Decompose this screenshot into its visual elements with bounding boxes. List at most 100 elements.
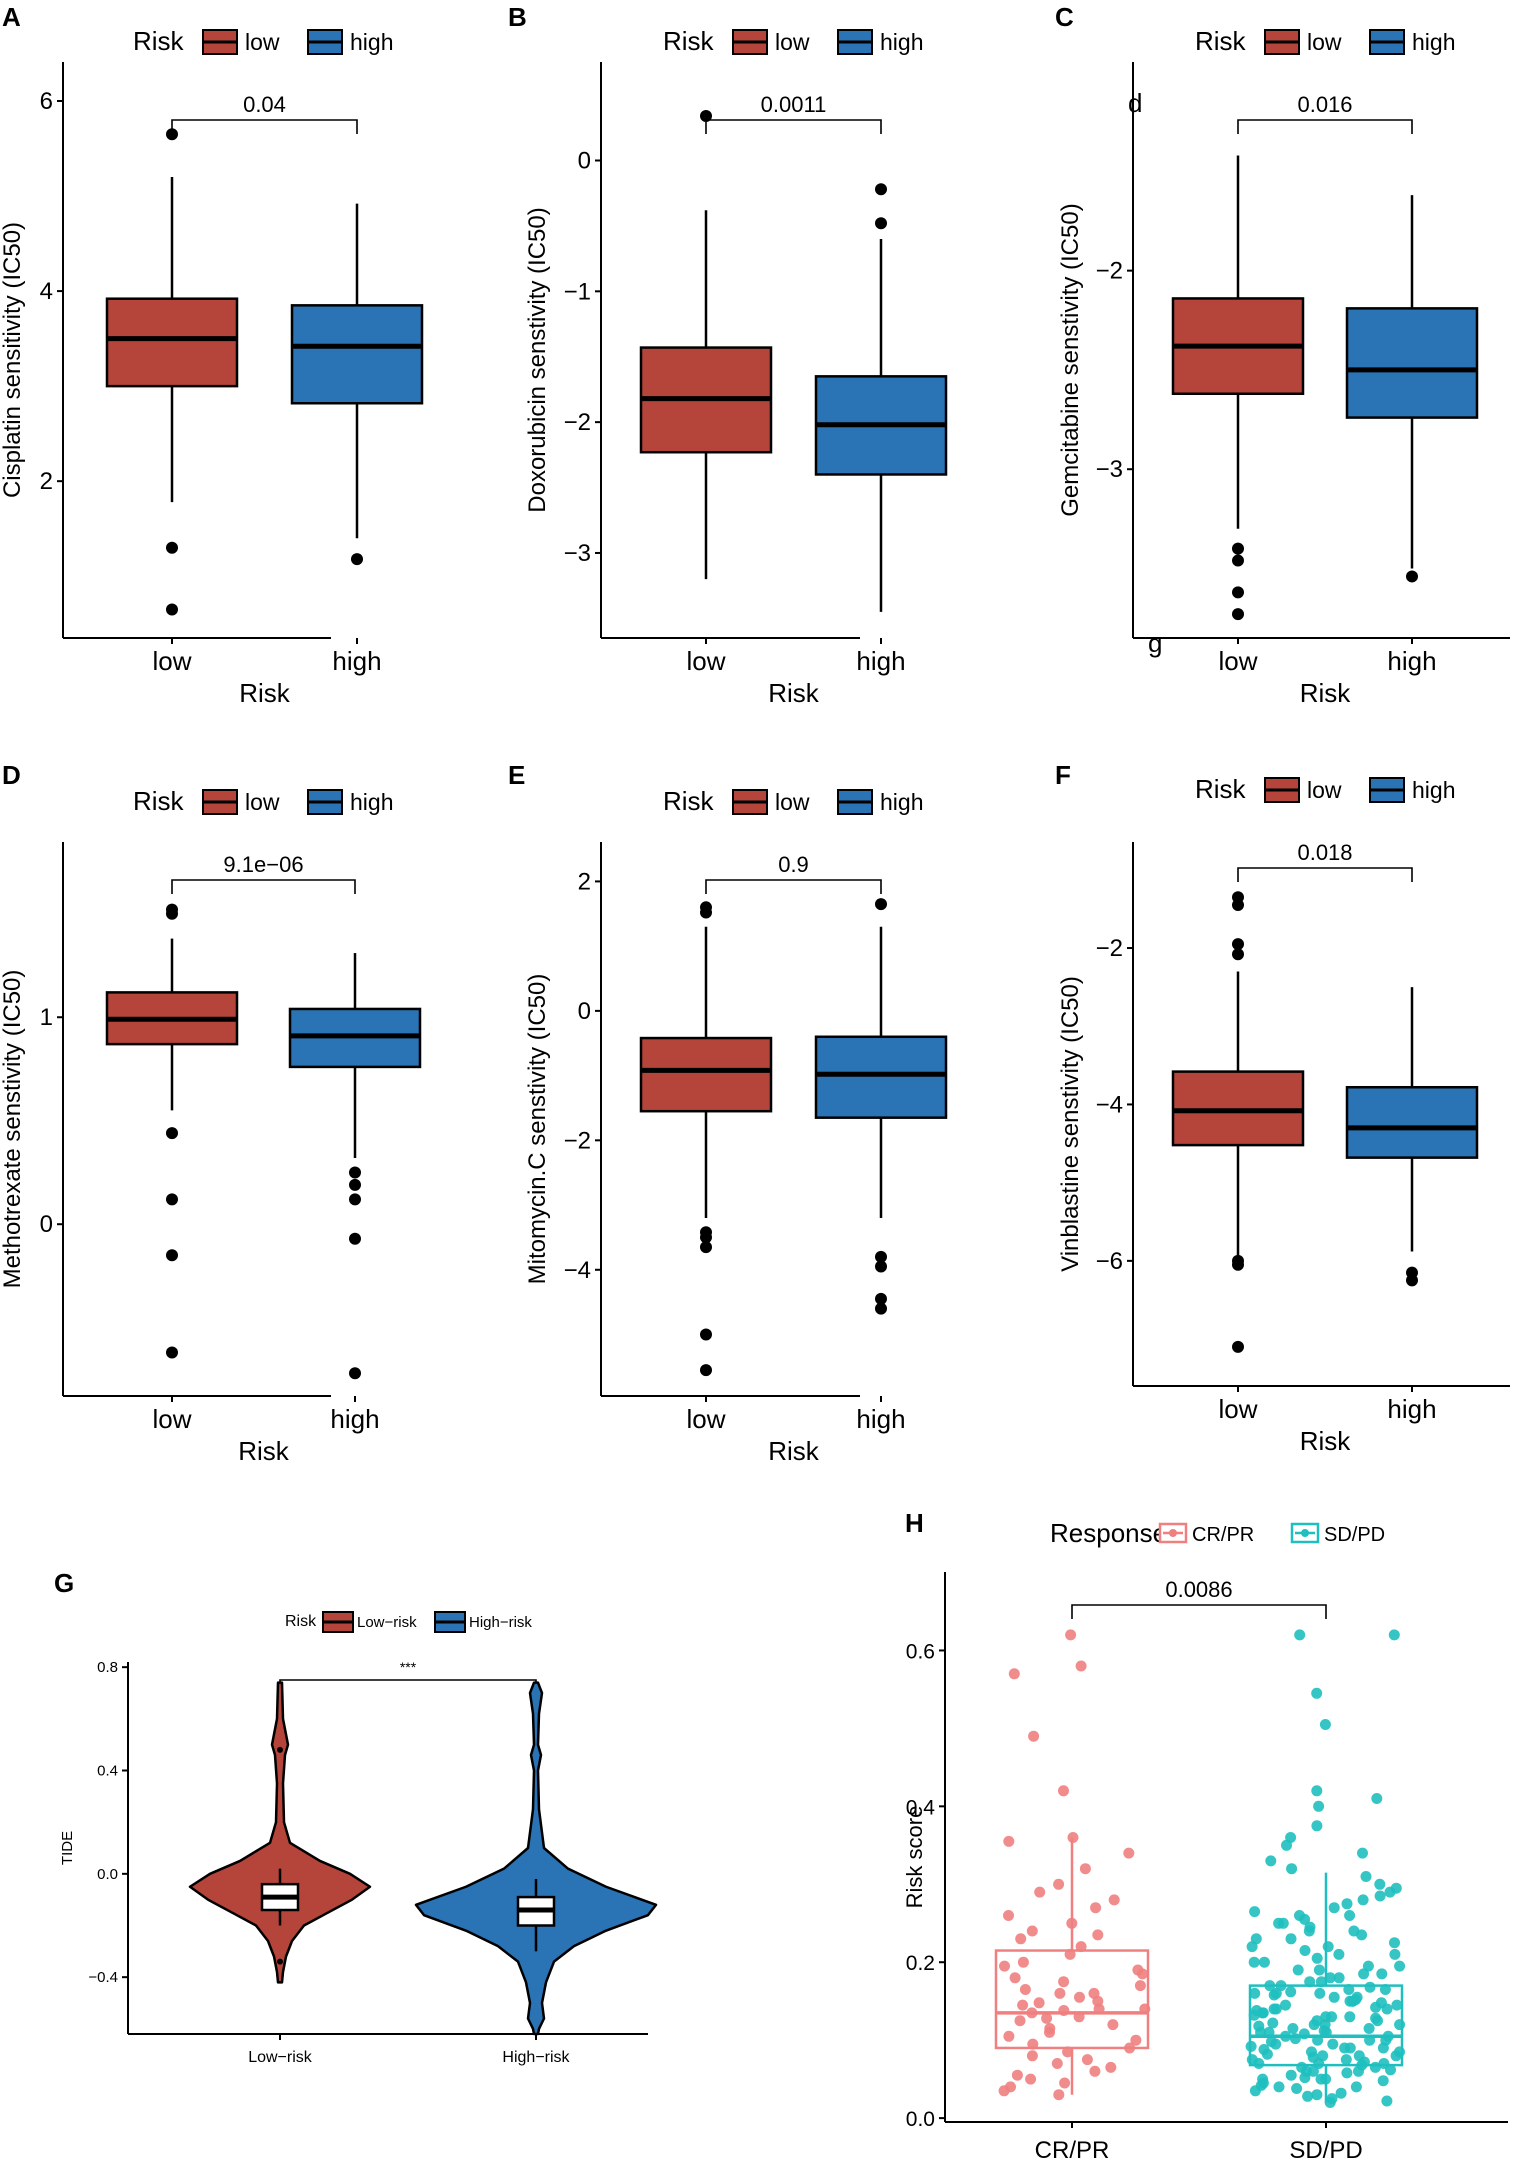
- bracket-line: [705, 119, 882, 134]
- legend-H: Response CR/PR SD/PD: [1050, 1518, 1385, 1548]
- y-tick-label: −2: [1096, 935, 1123, 962]
- y-tick-label: −6: [1096, 1248, 1123, 1275]
- x-tick-label: CR/PR: [1035, 2137, 1110, 2160]
- data-point: [1273, 1917, 1285, 1929]
- legend-E: Risk low high: [663, 786, 923, 816]
- data-point: [1107, 2019, 1119, 2031]
- data-point: [1311, 1820, 1323, 1832]
- data-point: [1014, 2015, 1026, 2027]
- x-axis-label: Risk: [768, 1436, 820, 1466]
- data-point: [1053, 2089, 1065, 2101]
- pvalue-bracket: 9.1e−06: [171, 852, 356, 894]
- data-point: [1285, 1933, 1297, 1945]
- data-point: [1059, 2077, 1071, 2089]
- outlier-point: [1232, 608, 1244, 621]
- data-point: [1302, 2090, 1314, 2102]
- data-point: [1319, 1719, 1331, 1730]
- y-tick-label: 0.0: [906, 2108, 935, 2131]
- outlier-point: [875, 183, 887, 196]
- data-point: [1327, 2038, 1339, 2050]
- data-point: [1362, 1960, 1374, 1972]
- outlier-point: [875, 1250, 887, 1263]
- box-high: [288, 953, 422, 1380]
- box-low: [1171, 155, 1305, 621]
- box-high: [1345, 195, 1479, 583]
- outlier-point: [875, 1292, 887, 1305]
- data-point: [1267, 2017, 1279, 2029]
- y-tick-label: −3: [564, 540, 591, 567]
- y-tick-label: 0.6: [906, 1640, 935, 1663]
- box-high: [814, 898, 948, 1315]
- data-point: [1374, 1878, 1386, 1890]
- data-point: [1341, 1898, 1353, 1910]
- legend-label-low: low: [245, 29, 280, 55]
- data-point: [1344, 1910, 1356, 1921]
- data-point: [998, 2085, 1010, 2097]
- x-tick-label: high: [856, 646, 905, 676]
- outlier-point: [277, 1746, 283, 1753]
- data-point: [1008, 1668, 1020, 1680]
- panel-label: F: [1055, 760, 1071, 790]
- data-point: [1313, 1964, 1325, 1976]
- data-point: [1249, 1987, 1261, 1999]
- legend-label-crpr: CR/PR: [1192, 1524, 1254, 1546]
- y-tick-label: −2: [564, 409, 591, 436]
- legend-A: Risk low high: [133, 26, 393, 56]
- data-point: [1377, 2042, 1389, 2054]
- legend-label-low: Low−risk: [357, 1614, 417, 1631]
- outlier-point: [166, 1249, 178, 1262]
- axes-H: 0.0 0.2 0.4 0.6 CR/PR SD/PD Risk score H 0.0086: [902, 1508, 1508, 2160]
- data-point: [1340, 2054, 1352, 2066]
- outlier-point: [700, 1231, 712, 1244]
- data-point: [1389, 1948, 1401, 1960]
- legend-key-dot: [1169, 1529, 1177, 1537]
- box-low: [105, 903, 239, 1359]
- outlier-point: [1232, 554, 1244, 567]
- pvalue-bracket: 0.04: [171, 92, 358, 134]
- legend-label-high: high: [1412, 29, 1455, 55]
- x-tick-label: high: [1387, 1394, 1436, 1424]
- bracket-line: [279, 1679, 537, 1694]
- data-point: [1019, 1984, 1031, 1995]
- legend-title: Risk: [133, 786, 185, 816]
- data-point: [1034, 1886, 1046, 1898]
- outlier-point: [349, 1193, 361, 1206]
- data-point: [1026, 2007, 1038, 2019]
- outlier-point: [166, 1127, 178, 1140]
- data-point: [1265, 1855, 1277, 1867]
- data-point: [1291, 2083, 1303, 2094]
- violin-low-risk: [188, 1681, 372, 1984]
- legend-B: Risk low high: [663, 26, 923, 56]
- data-point: [1263, 2026, 1275, 2038]
- data-point: [1320, 2026, 1332, 2038]
- data-point: [1270, 2038, 1282, 2050]
- y-tick-label: −0.4: [88, 1969, 118, 1986]
- panel-label: C: [1055, 2, 1074, 32]
- y-tick-label: −4: [1096, 1091, 1123, 1118]
- data-point: [1357, 1894, 1369, 1906]
- data-point: [1364, 2034, 1376, 2046]
- x-tick-label: low: [152, 1404, 191, 1434]
- box-iqr: [639, 1036, 773, 1113]
- bracket-line: [171, 119, 358, 134]
- data-point: [1363, 2023, 1375, 2034]
- outlier-point: [700, 1364, 712, 1377]
- outlier-point: [277, 1958, 283, 1965]
- data-point: [1088, 1987, 1100, 1999]
- data-point: [1350, 2081, 1362, 2093]
- data-point: [1123, 1847, 1135, 1859]
- box-low: [639, 110, 773, 580]
- legend-label-high: high: [880, 29, 923, 55]
- outlier-point: [1232, 542, 1244, 555]
- y-tick-label: 0.4: [97, 1763, 118, 1780]
- data-point: [1075, 1941, 1087, 1953]
- data-point: [1374, 1890, 1386, 1902]
- x-tick-label: high: [856, 1404, 905, 1434]
- x-axis-label: Risk: [238, 1436, 290, 1466]
- legend-title: Risk: [1195, 774, 1247, 804]
- outlier-point: [166, 1346, 178, 1359]
- outlier-point: [1232, 948, 1244, 961]
- data-point: [1273, 2081, 1285, 2093]
- data-point: [1299, 1945, 1311, 1956]
